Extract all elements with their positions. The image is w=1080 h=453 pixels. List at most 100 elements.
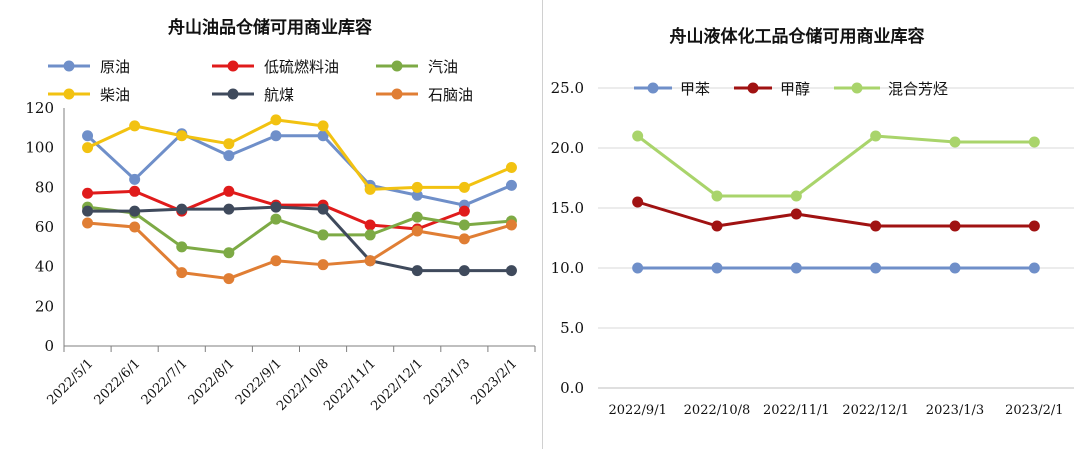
data-point — [270, 130, 282, 142]
data-point — [711, 220, 723, 232]
legend-label: 原油 — [100, 58, 130, 76]
legend-marker — [391, 88, 403, 100]
y-tick-label: 20 — [35, 297, 54, 315]
y-tick-label: 60 — [35, 218, 54, 236]
data-point — [82, 205, 94, 217]
data-point — [411, 211, 423, 223]
series-line — [636, 134, 1035, 198]
chemical-storage-chart: 舟山液体化工品仓储可用商业库容 0.0 5.0 10.0 15.0 20.0 25.0 20… — [542, 0, 1074, 449]
data-point — [711, 262, 723, 274]
data-point — [364, 229, 376, 241]
data-point — [870, 220, 882, 232]
x-tick-label: 2022/7/1 — [139, 356, 191, 408]
data-point — [458, 219, 470, 231]
x-tick-label: 2022/11/1 — [763, 403, 830, 418]
y-tick-label: 10.0 — [551, 259, 584, 277]
data-point — [949, 136, 961, 148]
data-point — [317, 130, 329, 142]
data-point — [364, 219, 376, 231]
data-point — [129, 185, 141, 197]
data-point — [223, 185, 235, 197]
data-point — [790, 190, 802, 202]
data-point — [505, 219, 517, 231]
data-point — [82, 217, 94, 229]
data-point — [270, 201, 282, 213]
y-tick-label: 15.0 — [551, 199, 584, 217]
series-line — [637, 200, 1035, 228]
x-tick-label: 2022/5/1 — [44, 356, 96, 408]
legend-label: 石脑油 — [428, 86, 473, 104]
x-tick-label: 2023/1/3 — [926, 403, 984, 418]
data-point — [505, 179, 517, 191]
data-point — [364, 183, 376, 195]
data-point — [505, 162, 517, 173]
data-point — [1028, 136, 1040, 148]
chart-panel-right: 舟山液体化工品仓储可用商业库容 0.0 5.0 10.0 15.0 20.0 25.0 20… — [542, 0, 1080, 449]
chart-title: 舟山液体化工品仓储可用商业库容 — [670, 26, 925, 47]
legend-label: 低硫燃料油 — [264, 58, 339, 76]
data-point — [317, 229, 329, 241]
y-tick-label: 0.0 — [560, 379, 584, 397]
legend-marker — [63, 88, 75, 100]
legend-label: 柴油 — [100, 86, 130, 104]
data-point — [1028, 262, 1040, 274]
data-point — [176, 203, 188, 215]
legend-label: 航煤 — [264, 86, 294, 104]
y-tick-label: 100 — [25, 139, 54, 157]
legend-label: 甲苯 — [680, 80, 710, 98]
data-point — [711, 190, 723, 202]
data-point — [411, 265, 423, 277]
data-point — [411, 189, 423, 201]
data-point — [870, 262, 882, 274]
data-point — [129, 120, 141, 132]
data-point — [411, 225, 423, 237]
data-point — [505, 265, 517, 277]
data-point — [364, 255, 376, 267]
series-line — [87, 205, 512, 255]
y-tick-label: 25.0 — [551, 79, 584, 97]
data-point — [270, 114, 282, 126]
data-point — [82, 187, 94, 199]
data-point — [129, 221, 141, 233]
legend-label: 混合芳烃 — [888, 80, 948, 98]
data-point — [82, 130, 94, 142]
legend-marker — [227, 60, 239, 72]
legend-label: 汽油 — [428, 58, 458, 76]
y-tick-label: 20.0 — [551, 139, 584, 157]
data-point — [223, 203, 235, 215]
data-point — [223, 273, 235, 285]
legend-label: 甲醇 — [780, 80, 810, 98]
series-line — [86, 118, 513, 191]
data-point — [458, 205, 470, 217]
data-point — [1028, 220, 1040, 232]
legend-marker — [391, 60, 403, 72]
legend-marker — [63, 60, 75, 72]
data-point — [632, 196, 644, 208]
x-tick-label: 2023/1/3 — [421, 356, 473, 408]
series-line — [87, 221, 512, 281]
data-point — [176, 267, 188, 279]
y-tick-label: 80 — [35, 178, 54, 196]
data-point — [129, 205, 141, 217]
data-point — [176, 241, 188, 253]
legend-marker — [747, 82, 759, 94]
data-point — [82, 142, 94, 154]
data-point — [411, 181, 423, 193]
legend-marker — [851, 82, 863, 94]
x-tick-label: 2022/10/8 — [684, 403, 751, 418]
data-point — [949, 220, 961, 232]
data-point — [458, 181, 470, 193]
legend-marker — [227, 88, 239, 100]
x-tick-label: 2022/9/1 — [608, 403, 666, 418]
data-point — [790, 208, 802, 220]
y-tick-label: 40 — [35, 258, 54, 276]
data-point — [270, 255, 282, 267]
data-point — [129, 173, 141, 185]
x-tick-label: 2023/2/1 — [468, 356, 520, 408]
x-tick-label: 2023/2/1 — [1005, 403, 1063, 418]
data-point — [870, 130, 882, 142]
data-point — [790, 262, 802, 274]
data-point — [458, 265, 470, 277]
legend-marker — [647, 82, 659, 94]
